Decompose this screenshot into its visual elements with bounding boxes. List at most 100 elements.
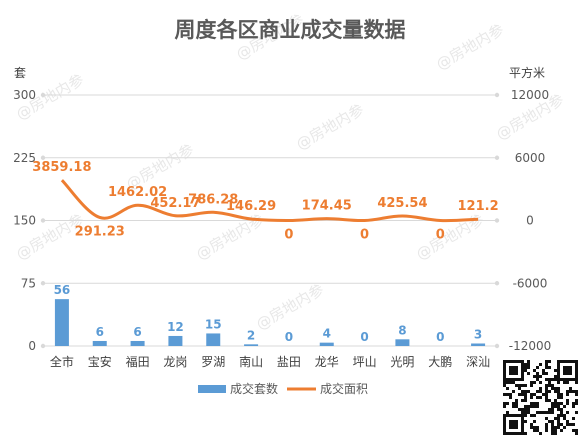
qr-module bbox=[521, 414, 524, 417]
qr-module bbox=[575, 399, 578, 402]
qr-module bbox=[548, 399, 551, 402]
qr-module bbox=[557, 417, 560, 420]
qr-module bbox=[554, 375, 557, 378]
qr-module bbox=[521, 426, 524, 429]
qr-module bbox=[503, 366, 506, 369]
qr-module bbox=[554, 429, 557, 432]
category-label: 深汕 bbox=[466, 355, 490, 369]
qr-module bbox=[563, 405, 566, 408]
qr-module bbox=[533, 375, 536, 378]
line-label: 0 bbox=[360, 228, 369, 243]
qr-module bbox=[515, 384, 518, 387]
qr-module bbox=[536, 396, 539, 399]
line-label: 1462.02 bbox=[108, 185, 167, 200]
qr-module bbox=[569, 390, 572, 393]
qr-module bbox=[515, 405, 518, 408]
qr-module bbox=[509, 432, 512, 435]
qr-module bbox=[575, 363, 578, 366]
qr-module bbox=[524, 366, 527, 369]
left-tick-label: 300 bbox=[13, 88, 36, 102]
qr-module bbox=[545, 393, 548, 396]
qr-module bbox=[551, 426, 554, 429]
qr-module bbox=[524, 408, 527, 411]
bar bbox=[471, 343, 486, 346]
qr-module bbox=[557, 360, 560, 363]
qr-module bbox=[560, 378, 563, 381]
qr-module bbox=[548, 420, 551, 423]
qr-module bbox=[503, 378, 506, 381]
qr-module bbox=[521, 372, 524, 375]
qr-module bbox=[524, 384, 527, 387]
legend-bar-swatch bbox=[198, 385, 226, 393]
right-tick-label: 0 bbox=[526, 214, 534, 228]
qr-module bbox=[503, 375, 506, 378]
bar bbox=[54, 299, 69, 346]
qr-module bbox=[512, 423, 515, 426]
qr-module bbox=[518, 387, 521, 390]
qr-module bbox=[545, 396, 548, 399]
qr-module bbox=[548, 360, 551, 363]
bar-label: 56 bbox=[54, 283, 71, 297]
qr-module bbox=[557, 420, 560, 423]
qr-module bbox=[575, 381, 578, 384]
left-tick-label: 0 bbox=[28, 339, 36, 353]
grid-marker bbox=[494, 92, 500, 98]
qr-module bbox=[524, 405, 527, 408]
qr-module bbox=[503, 417, 506, 420]
qr-module bbox=[539, 411, 542, 414]
category-label: 龙华 bbox=[315, 355, 339, 369]
line-labels: 3859.18291.231462.02452.17786.28146.2901… bbox=[32, 160, 498, 242]
qr-module bbox=[575, 390, 578, 393]
qr-module bbox=[530, 381, 533, 384]
qr-module bbox=[566, 393, 569, 396]
bar bbox=[319, 342, 334, 346]
qr-module bbox=[509, 381, 512, 384]
qr-module bbox=[506, 414, 509, 417]
watermark-layer: @房地内参 @房地内参@房地内参@房地内参 @房地内参@房地内参@房地内参 @房地内参… bbox=[13, 10, 567, 333]
qr-module bbox=[539, 381, 542, 384]
qr-module bbox=[557, 423, 560, 426]
qr-module bbox=[563, 381, 566, 384]
watermark-text: @房地内参 bbox=[253, 280, 327, 333]
qr-module bbox=[575, 369, 578, 372]
category-label: 大鹏 bbox=[428, 355, 452, 369]
qr-module bbox=[503, 363, 506, 366]
qr-module bbox=[524, 420, 527, 423]
qr-module bbox=[512, 381, 515, 384]
qr-module bbox=[530, 393, 533, 396]
qr-module bbox=[509, 423, 512, 426]
qr-module bbox=[533, 405, 536, 408]
bar-label: 3 bbox=[474, 327, 482, 341]
qr-module bbox=[548, 411, 551, 414]
qr-module bbox=[521, 432, 524, 435]
left-axis-ticks: 300 225 150 75 0 bbox=[13, 88, 36, 353]
qr-module bbox=[515, 372, 518, 375]
qr-module bbox=[521, 423, 524, 426]
qr-module bbox=[512, 369, 515, 372]
qr-module bbox=[554, 405, 557, 408]
qr-module bbox=[512, 378, 515, 381]
qr-module bbox=[554, 387, 557, 390]
qr-module bbox=[524, 369, 527, 372]
qr-module bbox=[560, 360, 563, 363]
qr-module bbox=[503, 360, 506, 363]
qr-module bbox=[554, 369, 557, 372]
qr-module bbox=[563, 378, 566, 381]
qr-module bbox=[560, 396, 563, 399]
qr-module bbox=[512, 402, 515, 405]
qr-module bbox=[533, 429, 536, 432]
qr-module bbox=[557, 375, 560, 378]
qr-module bbox=[554, 402, 557, 405]
qr-module bbox=[575, 411, 578, 414]
line-label: 146.29 bbox=[226, 199, 276, 214]
qr-module bbox=[509, 366, 512, 369]
qr-module bbox=[521, 366, 524, 369]
qr-module bbox=[512, 432, 515, 435]
qr-module bbox=[518, 393, 521, 396]
qr-module bbox=[548, 384, 551, 387]
qr-module bbox=[521, 378, 524, 381]
qr-module bbox=[569, 366, 572, 369]
qr-module bbox=[533, 426, 536, 429]
qr-module bbox=[566, 372, 569, 375]
qr-module bbox=[524, 363, 527, 366]
